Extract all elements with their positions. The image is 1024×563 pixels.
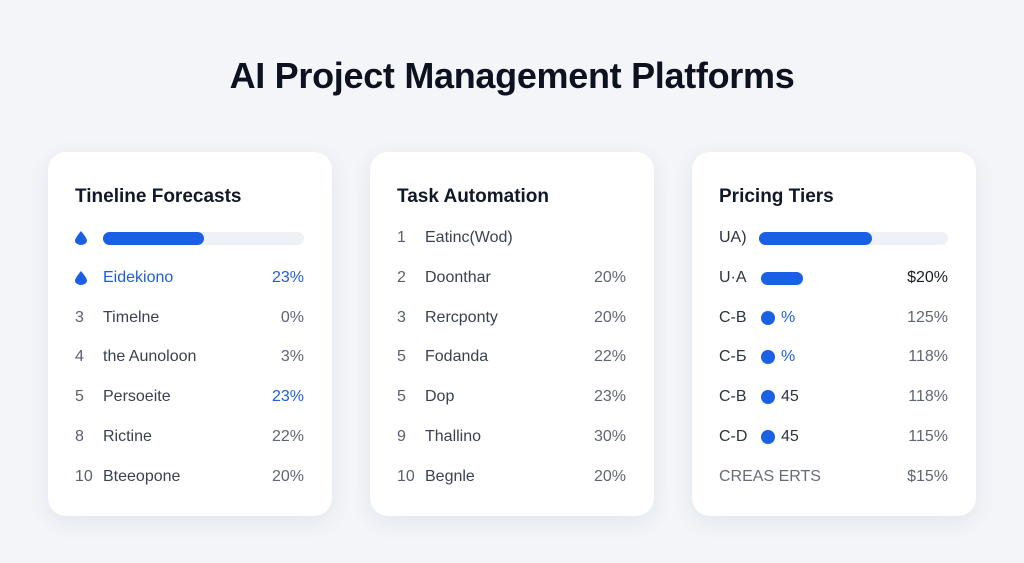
- list-item-value: 20%: [593, 309, 626, 326]
- tier-dot-marker: [761, 430, 775, 444]
- list-item[interactable]: 9 Thallino 30%: [397, 425, 626, 449]
- list-item-number: 8: [75, 428, 84, 445]
- pricing-tiers-card: Pricing Tiers UA) U·A $20% C-B % 125% C-…: [692, 152, 976, 516]
- list-item-value: 3%: [280, 348, 304, 365]
- card-title: Task Automation: [397, 186, 550, 207]
- tier-label: C-Ƃ: [719, 348, 747, 365]
- list-item-number: 1: [397, 229, 406, 246]
- tier-row[interactable]: C-D 45 115%: [719, 425, 948, 449]
- tier-dot-marker: [761, 390, 775, 404]
- list-item-number: 10: [397, 468, 415, 485]
- list-item[interactable]: 1 Eatinc(Wod): [397, 226, 626, 250]
- drop-icon: [75, 266, 103, 290]
- list-item[interactable]: 3 Timelne 0%: [75, 306, 304, 330]
- list-item-name: Begnle: [425, 468, 475, 485]
- tier-dot-marker: [761, 311, 775, 325]
- list-item-number: 5: [397, 348, 406, 365]
- tier-row[interactable]: C-Ƃ % 118%: [719, 345, 948, 369]
- tier-label: C-D: [719, 428, 748, 445]
- timeline-progress-fill: [103, 231, 204, 245]
- tier-value: $15%: [907, 468, 948, 485]
- list-item-name: Thallino: [425, 428, 482, 445]
- list-item-value: 22%: [271, 428, 304, 445]
- list-item[interactable]: Eidekiono 23%: [75, 266, 304, 290]
- pricing-header-row: UA): [719, 226, 948, 250]
- list-item[interactable]: 10 Begnle 20%: [397, 465, 626, 489]
- page-title: AI Project Management Platforms: [229, 55, 795, 96]
- list-item-number: 5: [397, 388, 406, 405]
- tier-label: C-B: [719, 388, 747, 405]
- list-item-name: Dop: [425, 388, 455, 405]
- tier-value: 125%: [907, 309, 948, 326]
- drop-icon: [75, 226, 103, 250]
- list-item-value: 23%: [271, 388, 304, 405]
- list-item[interactable]: 5 Fodanda 22%: [397, 345, 626, 369]
- list-item-name: Rercponty: [425, 309, 498, 326]
- list-item[interactable]: 8 Rictine 22%: [75, 425, 304, 449]
- list-item-number: 3: [397, 309, 406, 326]
- list-item-number: 2: [397, 269, 406, 286]
- pricing-header-label: UA): [719, 229, 747, 246]
- list-item-value: 20%: [271, 468, 304, 485]
- list-item[interactable]: 5 Dop 23%: [397, 385, 626, 409]
- list-item-name: the Aunoloon: [103, 348, 197, 365]
- pricing-progress-fill: [759, 231, 873, 245]
- tier-value: $20%: [907, 269, 948, 286]
- list-item-name: Eidekiono: [103, 269, 174, 286]
- tier-dot-marker: [761, 350, 775, 364]
- list-item[interactable]: 10 Bteeopone 20%: [75, 465, 304, 489]
- list-item-name: Timelne: [103, 309, 160, 326]
- list-item[interactable]: 4 the Aunoloon 3%: [75, 345, 304, 369]
- list-item-value: 22%: [593, 348, 626, 365]
- list-item-name: Doonthar: [425, 269, 491, 286]
- list-item-value: 23%: [271, 269, 304, 286]
- tier-marker-text: 45: [781, 388, 799, 405]
- list-item-number: 10: [75, 468, 93, 485]
- list-item-number: 5: [75, 388, 84, 405]
- tier-row[interactable]: C-B % 125%: [719, 306, 948, 330]
- pricing-progress-bar: [759, 231, 948, 245]
- list-item-value: 30%: [593, 428, 626, 445]
- list-item-number: 9: [397, 428, 406, 445]
- list-item-value: 23%: [593, 388, 626, 405]
- task-automation-card: Task Automation 1 Eatinc(Wod) 2 Doonthar…: [370, 152, 654, 516]
- tier-value: 115%: [908, 428, 948, 445]
- list-item-number: 3: [75, 309, 84, 326]
- timeline-progress-bar: [103, 231, 304, 245]
- tier-label: C-B: [719, 309, 747, 326]
- tier-value: 118%: [908, 388, 948, 405]
- list-item[interactable]: 5 Persoeite 23%: [75, 385, 304, 409]
- list-item-value: 20%: [593, 468, 626, 485]
- list-item-number: 4: [75, 348, 84, 365]
- card-title: Pricing Tiers: [719, 186, 834, 207]
- card-title: Tineline Forecasts: [75, 186, 242, 207]
- tier-row[interactable]: C-B 45 118%: [719, 385, 948, 409]
- list-item[interactable]: 2 Doonthar 20%: [397, 266, 626, 290]
- list-item-name: Persoeite: [103, 388, 171, 405]
- list-item-name: Fodanda: [425, 348, 489, 365]
- tier-row[interactable]: CREAS ERTS $15%: [719, 465, 948, 489]
- tier-marker-text: %: [781, 309, 796, 326]
- list-item-value: 0%: [280, 309, 304, 326]
- tier-value: 118%: [908, 348, 948, 365]
- timeline-forecasts-card: Tineline Forecasts Eidekiono 23% 3 Timel…: [48, 152, 332, 516]
- tier-label: CREAS ERTS: [719, 468, 821, 485]
- timeline-progress-row: [75, 226, 304, 250]
- list-item-name: Bteeopone: [103, 468, 181, 485]
- tier-marker-text: %: [781, 348, 796, 365]
- list-item-name: Eatinc(Wod): [425, 229, 513, 246]
- tier-pill-marker: [761, 271, 803, 285]
- list-item-value: 20%: [593, 269, 626, 286]
- tier-row[interactable]: U·A $20%: [719, 266, 948, 290]
- list-item[interactable]: 3 Rercponty 20%: [397, 306, 626, 330]
- tier-marker-text: 45: [781, 428, 799, 445]
- list-item-name: Rictine: [103, 428, 152, 445]
- tier-label: U·A: [719, 269, 747, 286]
